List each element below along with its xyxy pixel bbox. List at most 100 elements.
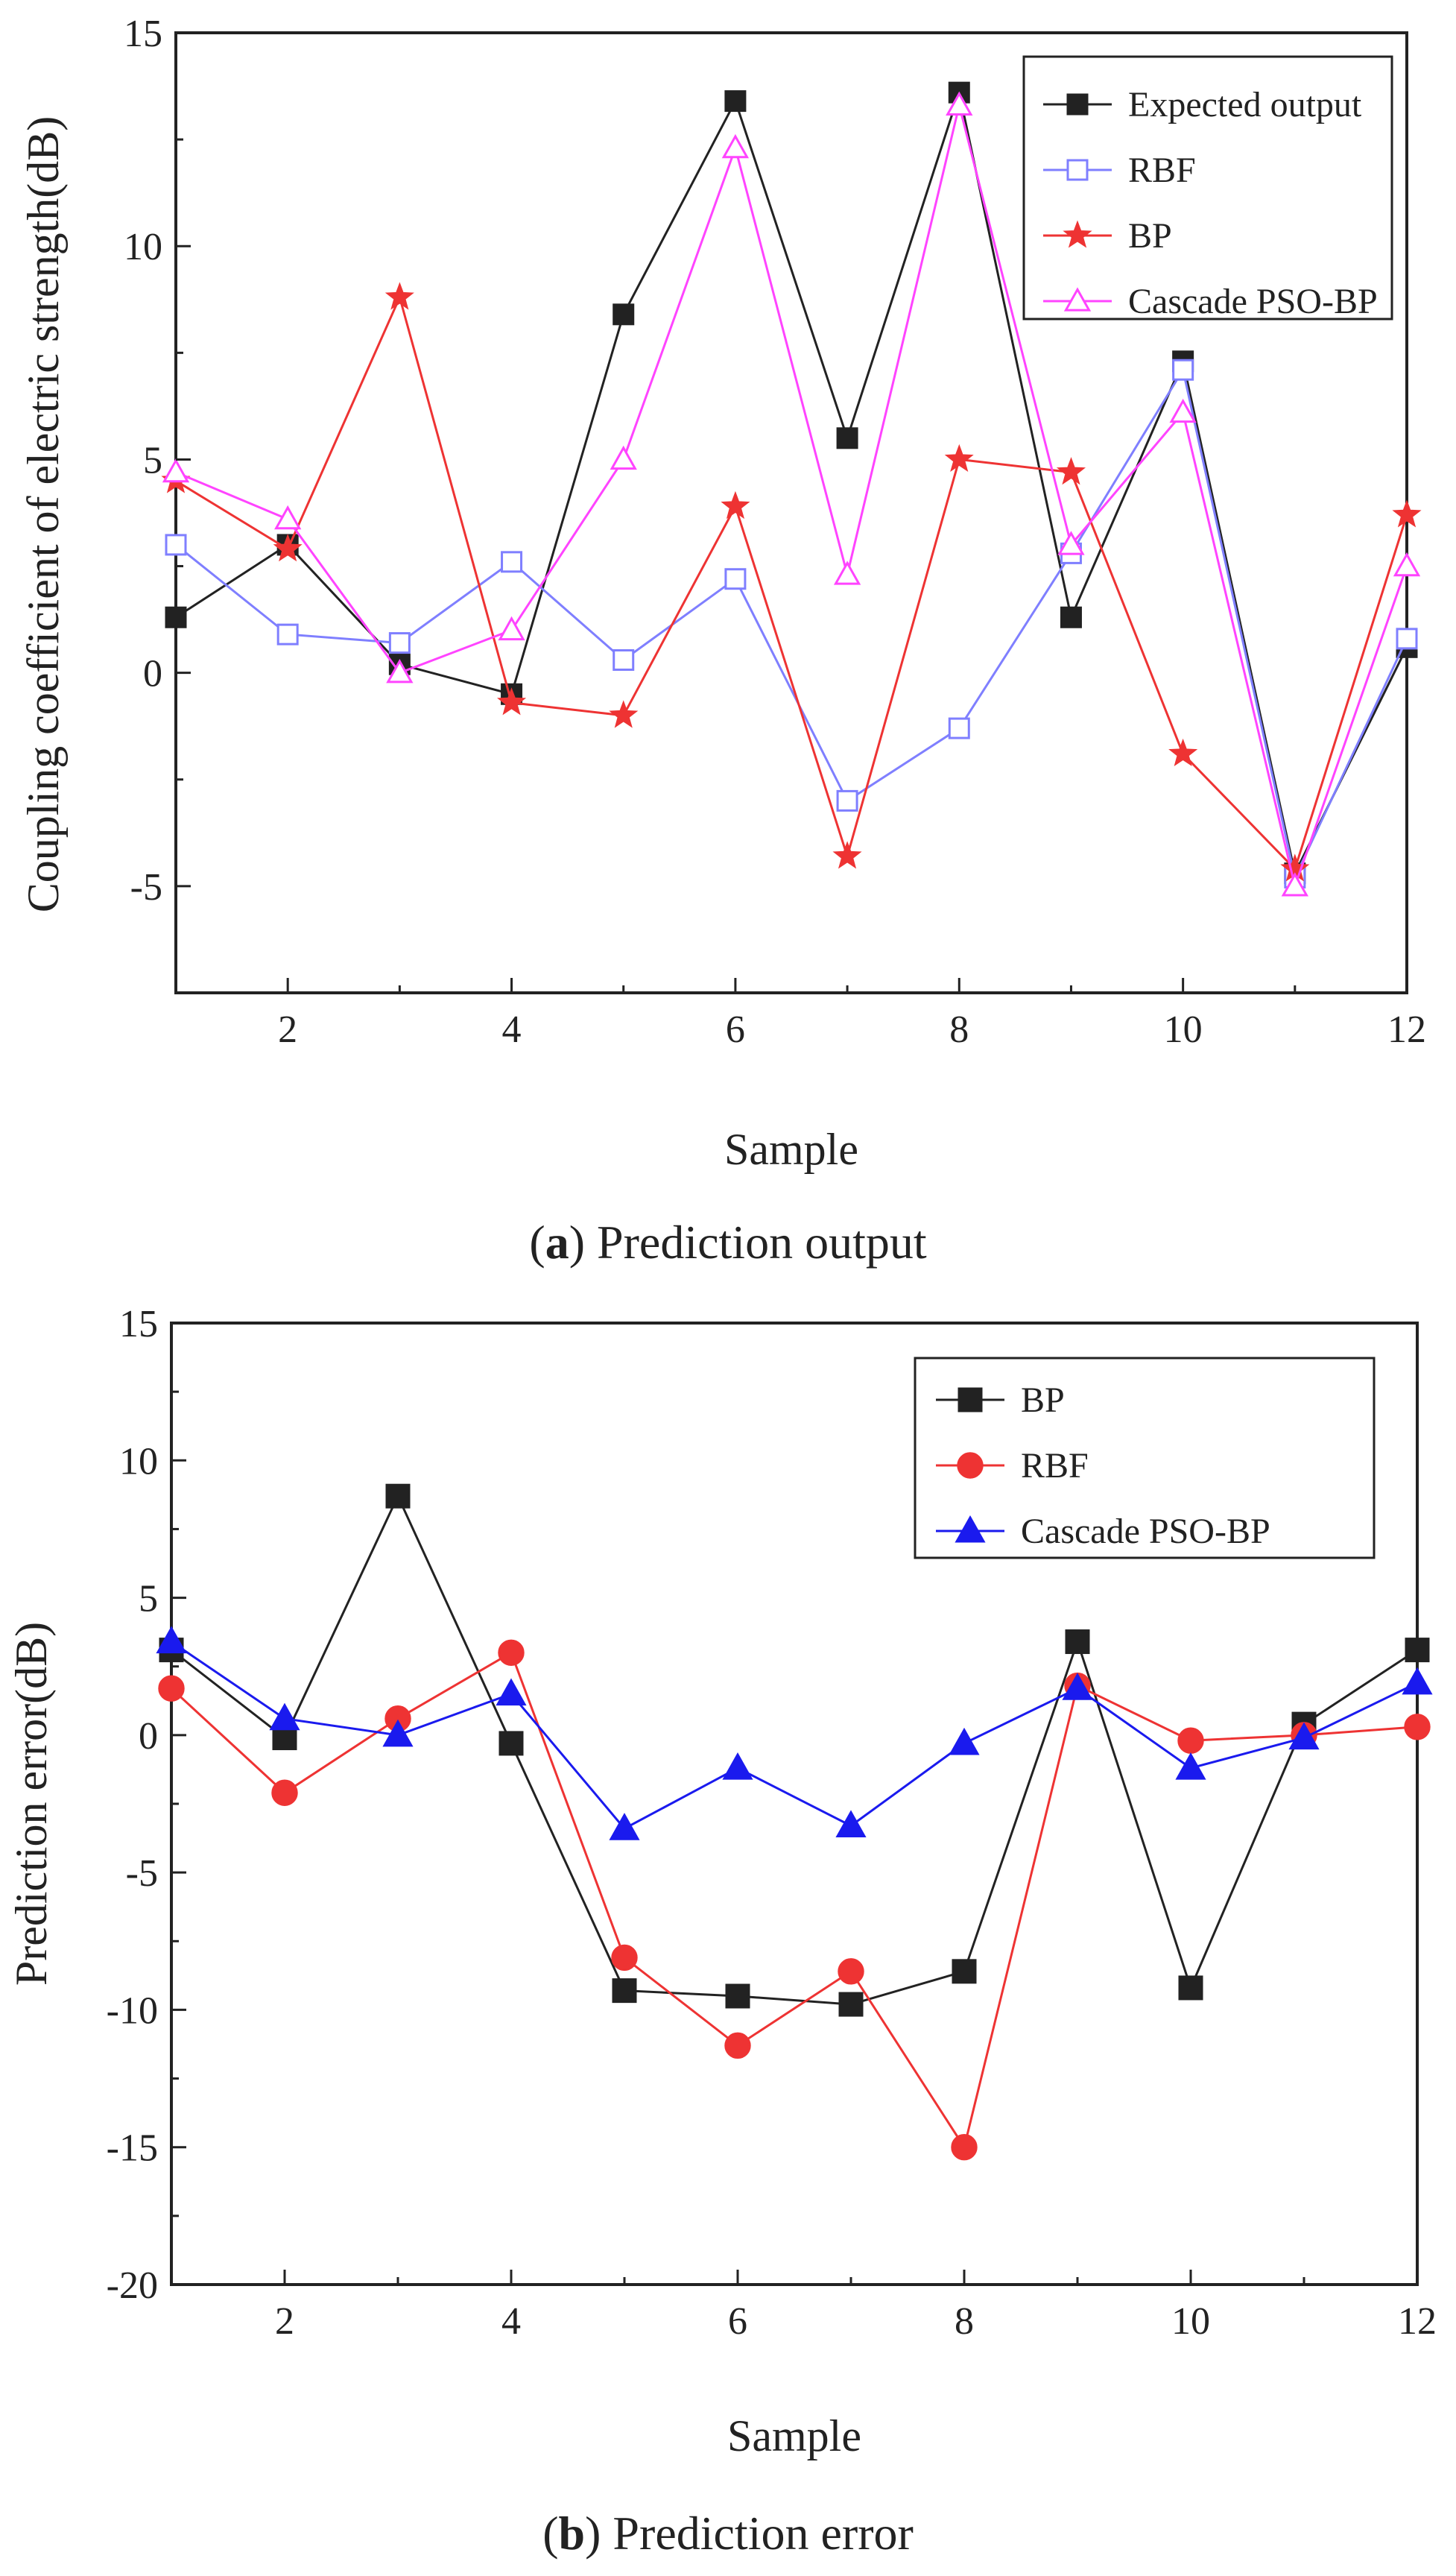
- data-point-marker: [496, 1678, 527, 1706]
- caption-letter: b: [559, 2507, 586, 2560]
- x-tick-label: 4: [502, 1008, 522, 1051]
- series-4: [162, 91, 1421, 897]
- data-point-marker: [384, 282, 414, 310]
- data-point-marker: [1392, 499, 1422, 528]
- data-point-marker: [610, 445, 637, 470]
- x-axis-title: Sample: [727, 2411, 861, 2460]
- data-point-marker: [497, 687, 527, 716]
- data-point-marker: [1065, 1629, 1090, 1655]
- legend-items: Expected output RBF BP Cascade PSO-BP: [1043, 85, 1378, 321]
- data-point-marker: [162, 458, 190, 483]
- data-point-marker: [498, 1639, 525, 1666]
- chart-panel-b: 2 4 6 8 10 12 -20 -15 -10 -5 0 5 10 15 Sample Predict…: [7, 1303, 1437, 2560]
- y-tick-label: -5: [126, 1852, 158, 1895]
- legend-box: [914, 1357, 1376, 1559]
- data-point-marker: [613, 303, 635, 326]
- series-2: [158, 1639, 1431, 2161]
- y-tick-label: 0: [139, 1715, 158, 1758]
- data-point-marker: [724, 90, 747, 113]
- caption-text: Prediction error: [613, 2507, 913, 2560]
- x-tick-label: 10: [1171, 2300, 1210, 2343]
- series-line: [171, 1641, 1418, 1831]
- data-point-marker: [1405, 1638, 1430, 1663]
- data-point-marker: [611, 1944, 638, 1972]
- caption-letter: a: [545, 1216, 569, 1269]
- data-point-marker: [1393, 552, 1421, 577]
- data-point-marker: [1066, 93, 1089, 116]
- x-tick-label: 2: [275, 2300, 294, 2343]
- y-tick-label: 15: [124, 13, 162, 55]
- legend-item: RBF: [936, 1446, 1089, 1486]
- data-point-marker: [609, 1813, 640, 1840]
- series-line: [175, 104, 1408, 891]
- data-point-marker: [957, 1452, 984, 1479]
- legend-item: Expected output: [1043, 85, 1362, 124]
- data-point-marker: [609, 700, 639, 728]
- axis-layer: 2 4 6 8 10 12 -5 0 5 10 15: [124, 13, 1426, 1051]
- data-point-marker: [276, 623, 299, 645]
- data-point-marker: [946, 91, 973, 116]
- data-point-marker: [388, 632, 411, 654]
- data-point-marker: [951, 2134, 978, 2161]
- legend-item: Cascade PSO-BP: [1043, 282, 1378, 321]
- series-line: [170, 1651, 1418, 2150]
- data-point-marker: [156, 1626, 187, 1654]
- legend-items: BP RBF Cascade PSO-BP: [936, 1380, 1270, 1551]
- data-point-marker: [1404, 1714, 1431, 1740]
- series-3: [156, 1626, 1433, 1840]
- data-point-marker: [273, 534, 303, 562]
- data-point-marker: [835, 1810, 867, 1838]
- data-point-marker: [1057, 531, 1085, 555]
- data-point-marker: [382, 1719, 414, 1747]
- data-point-marker: [955, 1515, 986, 1543]
- panel-caption-b: (b) Prediction error: [542, 2507, 914, 2560]
- x-tick-label: 10: [1164, 1008, 1203, 1051]
- y-tick-label: -10: [107, 1989, 158, 2032]
- data-point-marker: [1172, 359, 1194, 381]
- y-tick-label: 5: [139, 1578, 158, 1620]
- data-point-marker: [1396, 628, 1418, 650]
- data-point-marker: [613, 648, 635, 671]
- data-point-marker: [386, 659, 414, 684]
- data-point-marker: [1281, 872, 1308, 897]
- legend-label: RBF: [1128, 151, 1196, 190]
- data-point-marker: [271, 1779, 298, 1806]
- chart-panel-a: 2 4 6 8 10 12 -5 0 5 10 15 Sample Coupling coeffic…: [19, 13, 1426, 1269]
- axis-layer: 2 4 6 8 10 12 -20 -15 -10 -5 0 5 10 15: [107, 1303, 1437, 2343]
- x-tick-label: 8: [949, 1008, 969, 1051]
- data-point-marker: [1178, 1975, 1203, 2001]
- x-tick-label: 12: [1387, 1008, 1426, 1051]
- caption-text: Prediction output: [597, 1216, 927, 1269]
- data-point-marker: [724, 568, 747, 590]
- data-point-marker: [1066, 159, 1089, 181]
- data-point-marker: [949, 1727, 980, 1755]
- legend-label: RBF: [1021, 1446, 1089, 1486]
- data-point-marker: [721, 490, 750, 520]
- data-point-marker: [1169, 398, 1197, 423]
- data-point-marker: [1063, 220, 1092, 248]
- legend-item: Cascade PSO-BP: [936, 1512, 1270, 1551]
- y-tick-label: 15: [119, 1303, 158, 1345]
- data-point-marker: [1288, 1722, 1320, 1750]
- data-point-marker: [498, 1731, 524, 1756]
- data-point-marker: [722, 1752, 753, 1780]
- x-tick-label: 12: [1398, 2300, 1437, 2343]
- y-tick-label: 10: [119, 1440, 158, 1483]
- panel-caption-a: (a) Prediction output: [529, 1216, 926, 1269]
- legend-label: BP: [1021, 1380, 1065, 1420]
- data-point-marker: [725, 1983, 750, 2009]
- y-tick-label: -20: [107, 2264, 158, 2307]
- data-point-marker: [958, 1387, 983, 1412]
- data-point-marker: [269, 1702, 300, 1731]
- data-point-marker: [1177, 1727, 1204, 1754]
- y-tick-label: -5: [130, 866, 162, 909]
- data-point-marker: [832, 841, 862, 869]
- data-point-marker: [1175, 1752, 1206, 1780]
- y-tick-label: 5: [143, 439, 162, 482]
- legend-label: Cascade PSO-BP: [1021, 1512, 1270, 1551]
- series-line: [175, 88, 1408, 877]
- series-layer: [156, 1483, 1433, 2161]
- data-point-marker: [1056, 457, 1086, 485]
- data-point-marker: [1063, 287, 1092, 312]
